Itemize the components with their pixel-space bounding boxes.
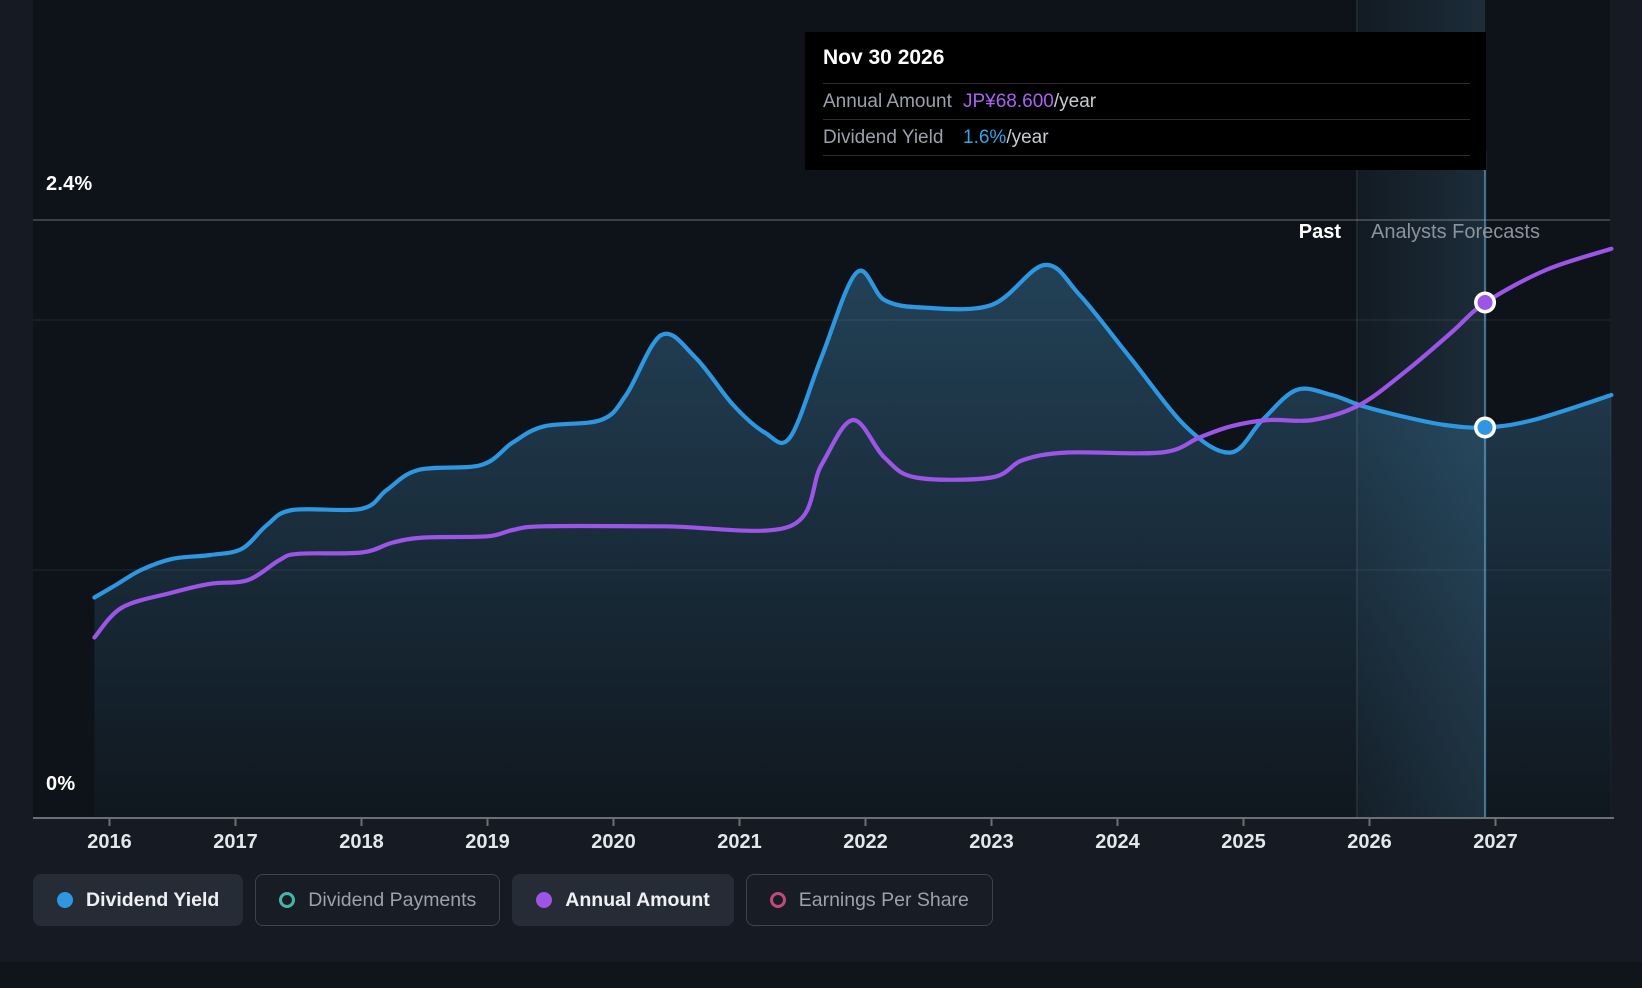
annual-amount-line — [92, 246, 1614, 640]
legend-toggle-dividend-payments[interactable]: Dividend Payments — [255, 874, 501, 926]
tooltip-row-dividend-yield: Dividend Yield 1.6%/year — [823, 119, 1470, 156]
x-axis-label-2018: 2018 — [339, 831, 384, 853]
legend-label: Annual Amount — [565, 888, 710, 911]
tooltip-label: Dividend Yield — [823, 126, 944, 148]
x-axis-label-2024: 2024 — [1095, 831, 1140, 853]
legend-label: Dividend Yield — [86, 888, 220, 911]
tooltip-value-suffix: /year — [1006, 126, 1049, 148]
analysts-forecasts-section-label: Analysts Forecasts — [1371, 221, 1540, 243]
tooltip-row-annual-amount: Annual Amount JP¥68.600/year — [823, 83, 1470, 119]
y-axis-label-0pct: 0% — [46, 773, 76, 795]
bottom-window-strip — [0, 962, 1642, 988]
x-axis-label-2019: 2019 — [465, 831, 510, 853]
chart-tooltip: Nov 30 2026 Annual Amount JP¥68.600/year… — [805, 32, 1486, 170]
x-axis-label-2025: 2025 — [1221, 831, 1266, 853]
x-axis-label-2021: 2021 — [717, 831, 762, 853]
dividend-yield-line — [92, 262, 1614, 600]
cursor-marker-dividend-yield — [1474, 416, 1497, 439]
tooltip-label: Annual Amount — [823, 90, 952, 112]
x-axis-label-2027: 2027 — [1473, 831, 1518, 853]
x-axis-label-2023: 2023 — [969, 831, 1014, 853]
dividend-yield-series-color-dot-icon — [57, 892, 73, 908]
tooltip-value-suffix: /year — [1053, 90, 1097, 112]
x-axis-label-2026: 2026 — [1347, 831, 1392, 853]
cursor-marker-annual-amount — [1474, 291, 1497, 314]
earnings-per-share-series-color-ring-icon — [769, 892, 786, 908]
x-axis-label-2022: 2022 — [843, 831, 888, 853]
annual-amount-series-color-dot-icon — [536, 892, 553, 908]
x-axis-label-2017: 2017 — [213, 831, 258, 853]
legend-toggle-dividend-yield[interactable]: Dividend Yield — [33, 874, 244, 926]
legend-toggle-earnings-per-share[interactable]: Earnings Per Share — [745, 874, 993, 926]
tooltip-value-annual-amount: JP¥68.600 — [963, 90, 1054, 112]
chart-legend: Dividend Yield Dividend Payments Annual Am… — [33, 874, 993, 926]
dividend-yield-area-fill — [94, 264, 1612, 818]
x-axis-label-2016: 2016 — [87, 831, 132, 853]
legend-label: Earnings Per Share — [798, 888, 969, 911]
tooltip-value-dividend-yield: 1.6% — [963, 126, 1007, 148]
y-axis-label-2.4pct: 2.4% — [46, 173, 93, 195]
past-section-label: Past — [1298, 221, 1341, 243]
dividend-payments-series-color-ring-icon — [279, 892, 296, 908]
tooltip-date: Nov 30 2026 — [823, 45, 945, 69]
legend-toggle-annual-amount[interactable]: Annual Amount — [512, 874, 734, 926]
legend-label: Dividend Payments — [308, 888, 477, 911]
x-axis-label-2020: 2020 — [591, 831, 636, 853]
